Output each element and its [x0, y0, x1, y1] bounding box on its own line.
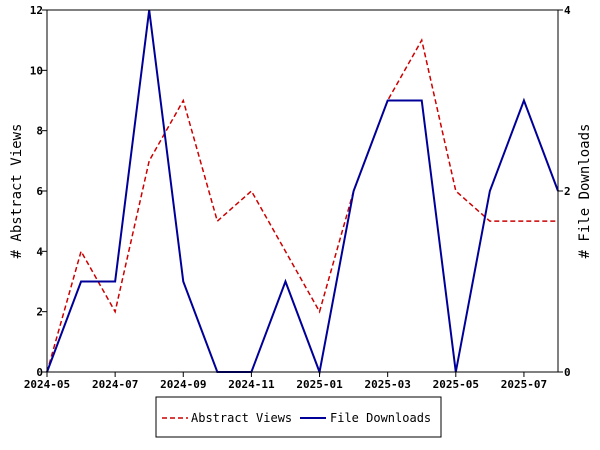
y-tick-label: 4: [36, 245, 43, 258]
x-tick-label: 2024-05: [24, 378, 70, 391]
y-axis-title: # Abstract Views: [9, 124, 25, 259]
y-tick-label: 2: [36, 306, 43, 319]
legend-label-abstract-views: Abstract Views: [191, 411, 292, 425]
series-line-abstract-views: [46, 38, 558, 373]
legend: Abstract Views File Downloads: [155, 396, 442, 438]
y2-tick-label: 0: [564, 366, 571, 379]
legend-label-file-downloads: File Downloads: [330, 411, 431, 425]
y2-axis-title: # File Downloads: [577, 124, 593, 259]
y2-tick-label: 4: [564, 4, 571, 17]
x-tick-label: 2024-11: [228, 378, 275, 391]
y-tick-label: 6: [36, 185, 43, 198]
x-tick-label: 2025-07: [501, 378, 547, 391]
x-tick-label: 2024-07: [92, 378, 138, 391]
plot-frame: [46, 9, 559, 373]
series-line-file-downloads: [46, 9, 559, 376]
x-tick-label: 2025-01: [296, 378, 343, 391]
y-tick-label: 10: [30, 64, 43, 77]
x-tick-label: 2024-09: [160, 378, 206, 391]
y-tick-label: 8: [36, 125, 43, 138]
x-tick-label: 2025-03: [364, 378, 410, 391]
y-tick-label: 0: [36, 366, 43, 379]
legend-box: [155, 396, 442, 438]
x-tick-label: 2025-05: [433, 378, 479, 391]
y2-tick-label: 2: [564, 185, 571, 198]
y-tick-label: 12: [30, 4, 43, 17]
